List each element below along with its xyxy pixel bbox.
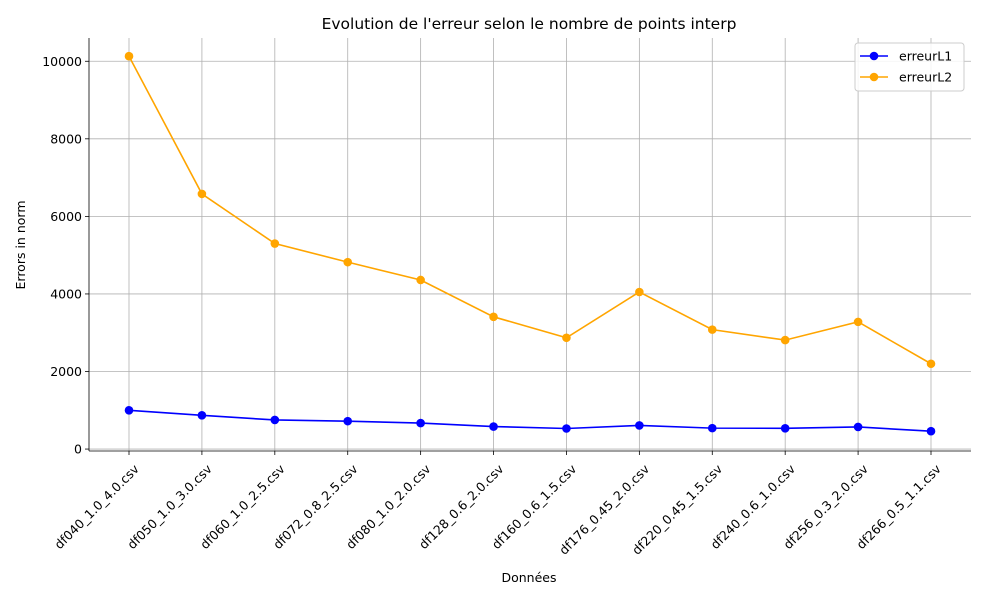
data-point-erreurL1 xyxy=(635,421,644,430)
data-point-erreurL1 xyxy=(416,418,425,428)
series-layer xyxy=(124,51,936,436)
data-point-erreurL1 xyxy=(343,416,353,426)
data-point-erreurL2 xyxy=(635,287,644,297)
data-point-erreurL2 xyxy=(853,317,863,327)
y-tick-label: 8000 xyxy=(50,131,82,146)
legend-label-erreurL2: erreurL2 xyxy=(899,70,952,85)
legend-marker-erreurL2 xyxy=(869,72,879,82)
legend-box xyxy=(854,42,965,92)
y-tick-label: 4000 xyxy=(50,286,82,301)
grid xyxy=(89,38,971,451)
data-point-erreurL1 xyxy=(780,424,790,433)
data-point-erreurL2 xyxy=(926,359,936,369)
data-point-erreurL1 xyxy=(853,422,863,432)
data-point-erreurL1 xyxy=(926,426,936,436)
data-point-erreurL1 xyxy=(489,422,498,431)
series-line-erreurL2 xyxy=(128,55,932,365)
data-point-erreurL2 xyxy=(197,189,207,199)
data-point-erreurL2 xyxy=(416,275,425,285)
chart-title: Evolution de l'erreur selon le nombre de… xyxy=(322,15,737,33)
data-point-erreurL2 xyxy=(780,335,790,345)
y-tick-label: 10000 xyxy=(42,54,82,69)
series-line-erreurL1 xyxy=(128,409,932,433)
data-point-erreurL1 xyxy=(270,415,280,425)
data-point-erreurL1 xyxy=(562,424,571,433)
y-tick-label: 2000 xyxy=(50,364,82,379)
y-tick-label: 6000 xyxy=(50,209,82,224)
data-point-erreurL2 xyxy=(489,312,498,322)
data-point-erreurL1 xyxy=(197,411,207,420)
legend: erreurL1 erreurL2 xyxy=(854,42,965,92)
legend-label-erreurL1: erreurL1 xyxy=(899,49,952,64)
data-point-erreurL2 xyxy=(562,333,571,343)
data-point-erreurL2 xyxy=(707,325,717,334)
y-tick-label: 0 xyxy=(74,442,82,457)
data-point-erreurL2 xyxy=(270,239,280,248)
y-axis-label: Errors in norm xyxy=(13,201,28,290)
data-point-erreurL1 xyxy=(124,405,134,415)
data-point-erreurL2 xyxy=(124,51,134,61)
data-point-erreurL2 xyxy=(343,257,353,267)
data-point-erreurL1 xyxy=(707,423,717,433)
legend-marker-erreurL1 xyxy=(869,51,879,61)
x-axis-label: Données xyxy=(501,570,556,585)
